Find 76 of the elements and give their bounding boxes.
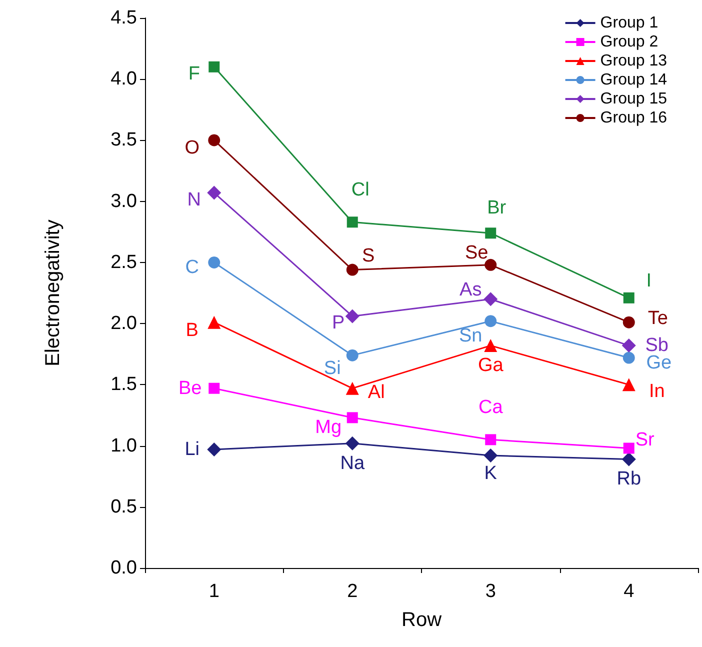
- point: [484, 292, 498, 306]
- point: [622, 378, 636, 392]
- point: [622, 452, 636, 466]
- annotation: I: [646, 270, 652, 292]
- legend-label: Group 1: [600, 14, 658, 32]
- y-tick-label: 4.5: [110, 8, 137, 28]
- y-axis-title: Electronegativity: [42, 220, 64, 366]
- legend-label: Group 13: [600, 52, 668, 70]
- point: [345, 309, 360, 324]
- annotation: F: [188, 63, 200, 84]
- point: [346, 216, 358, 228]
- point: [623, 292, 634, 304]
- annotation: P: [332, 312, 345, 334]
- annotation: Se: [465, 242, 488, 264]
- y-tick-label: 3.5: [110, 130, 137, 151]
- annotation: Al: [368, 382, 385, 403]
- annotation: In: [648, 381, 665, 402]
- point: [484, 448, 498, 463]
- annotation: Ca: [478, 397, 504, 418]
- annotation: O: [184, 138, 200, 159]
- point: [622, 316, 635, 328]
- annotation: As: [460, 280, 482, 301]
- y-tick-label: 0.0: [110, 558, 137, 578]
- point: [346, 412, 358, 424]
- point: [623, 442, 634, 454]
- point: [485, 434, 496, 446]
- point: [485, 228, 496, 239]
- legend-label: Group 14: [600, 72, 668, 88]
- x-axis-title: Row: [401, 609, 442, 631]
- point: [207, 186, 222, 200]
- annotation: Li: [184, 438, 200, 460]
- x-tick-label: 2: [347, 581, 358, 602]
- annotation: B: [186, 320, 198, 341]
- legend-label: Group 16: [600, 110, 668, 126]
- annotation: Rb: [616, 468, 642, 490]
- annotation: Si: [324, 358, 341, 379]
- y-tick-label: 0.5: [110, 496, 137, 518]
- point: [622, 352, 635, 364]
- annotation: Be: [178, 378, 202, 399]
- annotation: N: [187, 189, 201, 210]
- x-tick-label: 4: [624, 581, 635, 602]
- point: [208, 61, 220, 72]
- annotation: Ga: [478, 355, 504, 376]
- point: [346, 264, 358, 276]
- annotation: Sr: [635, 430, 656, 451]
- annotation: S: [362, 245, 375, 266]
- annotation: K: [484, 463, 498, 484]
- legend-label: Group 2: [600, 34, 658, 50]
- point: [346, 382, 359, 395]
- annotation: Br: [487, 198, 507, 219]
- x-tick-label: 1: [208, 581, 220, 602]
- point: [484, 258, 497, 271]
- annotation: Cl: [351, 180, 370, 201]
- point: [208, 382, 220, 394]
- annotation: Na: [340, 452, 365, 474]
- point: [207, 442, 222, 456]
- point: [345, 436, 360, 450]
- y-tick-label: 2.5: [110, 252, 137, 273]
- annotation: Te: [648, 308, 668, 329]
- y-tick-label: 1.0: [110, 435, 137, 456]
- point: [622, 338, 636, 353]
- y-tick-label: 3.0: [110, 190, 137, 212]
- annotation: Sn: [459, 326, 482, 347]
- point: [208, 134, 220, 146]
- y-tick-label: 4.0: [110, 68, 137, 90]
- annotation: C: [185, 256, 199, 278]
- point: [346, 349, 358, 362]
- point: [208, 256, 220, 268]
- y-tick-label: 2.0: [110, 313, 137, 334]
- legend-label: Group 15: [600, 90, 668, 108]
- point: [484, 315, 497, 328]
- annotation: Mg: [315, 417, 342, 438]
- y-tick-label: 1.5: [110, 374, 137, 396]
- x-tick-label: 3: [485, 581, 496, 602]
- point: [208, 316, 221, 329]
- point: [484, 339, 498, 352]
